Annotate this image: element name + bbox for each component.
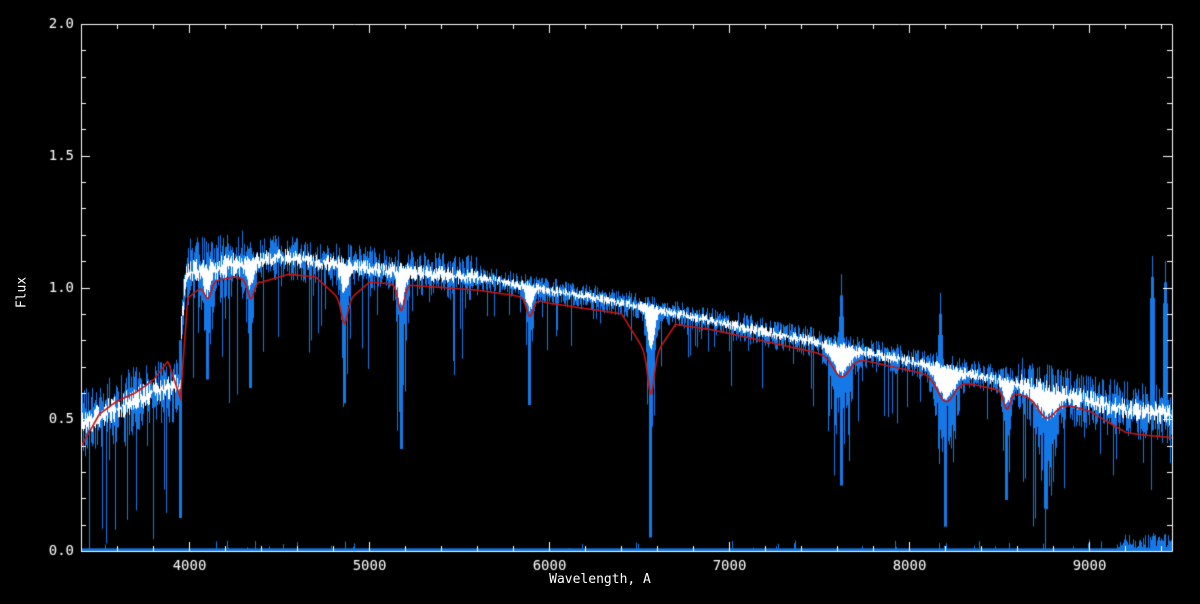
y-axis-label: Flux bbox=[14, 276, 30, 309]
x-axis-label: Wavelength, A bbox=[549, 572, 651, 587]
